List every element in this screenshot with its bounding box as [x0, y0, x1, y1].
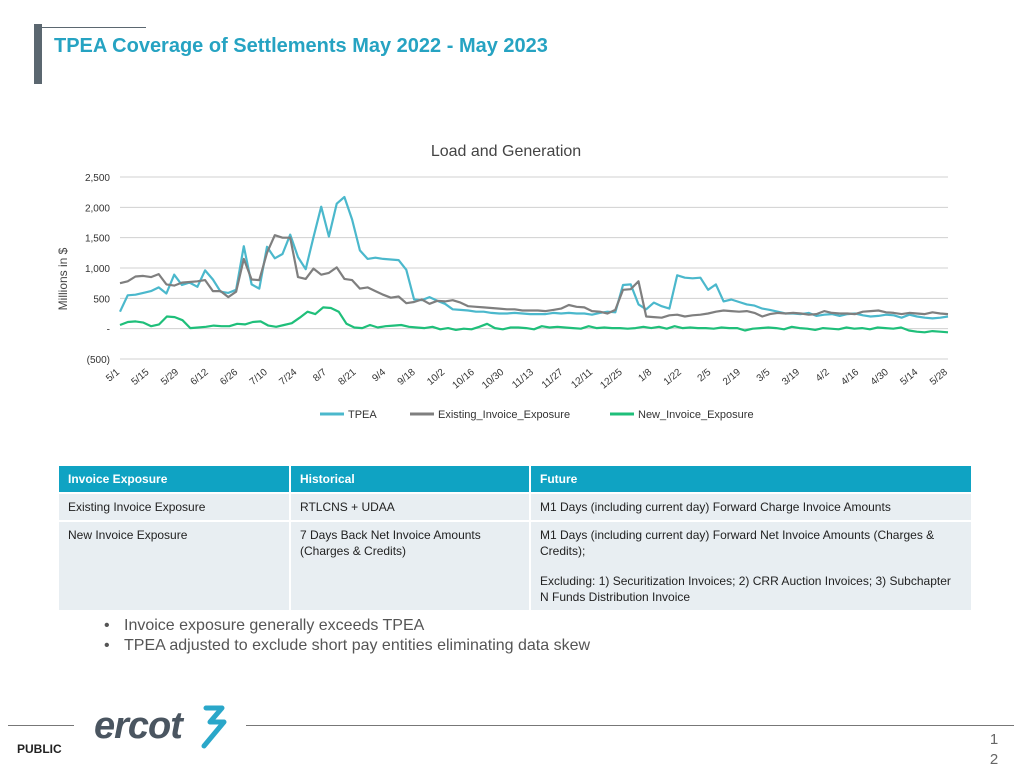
chart-title: Load and Generation: [431, 143, 581, 160]
y-tick-label: 2,000: [85, 203, 110, 214]
y-tick-label: (500): [87, 355, 110, 366]
footer-divider-left: [8, 725, 74, 726]
footer-divider-right: [246, 725, 1014, 726]
cell-future: M1 Days (including current day) Forward …: [530, 492, 971, 521]
slide-title: TPEA Coverage of Settlements May 2022 - …: [54, 35, 548, 57]
y-tick-label: 1,000: [85, 264, 110, 275]
x-tick-label: 12/11: [569, 367, 595, 391]
x-tick-label: 5/28: [928, 367, 950, 388]
x-tick-label: 7/24: [277, 367, 299, 388]
series-line-tpea: [119, 195, 949, 320]
x-tick-label: 1/8: [636, 367, 654, 385]
table-header-row: Invoice Exposure Historical Future: [59, 466, 971, 493]
x-tick-label: 4/16: [839, 367, 861, 388]
table-row: Existing Invoice Exposure RTLCNS + UDAA …: [59, 492, 971, 521]
cell-exposure-type: Existing Invoice Exposure: [59, 492, 291, 521]
x-tick-label: 8/21: [337, 367, 359, 388]
x-tick-label: 10/30: [480, 367, 507, 392]
x-tick-label: 10/2: [425, 367, 447, 388]
y-tick-label: -: [107, 325, 110, 336]
bullet-list: Invoice exposure generally exceeds TPEA …: [104, 616, 590, 656]
x-tick-label: 1/22: [662, 367, 684, 388]
x-tick-label: 3/19: [780, 367, 802, 388]
y-axis-label: Millions in $: [56, 247, 70, 310]
cell-future: M1 Days (including current day) Forward …: [530, 520, 971, 610]
x-tick-label: 9/18: [396, 367, 418, 388]
x-tick-label: 12/25: [598, 367, 625, 392]
x-tick-label: 11/13: [510, 367, 536, 391]
legend-label: New_Invoice_Exposure: [638, 409, 754, 421]
cell-future-text: M1 Days (including current day) Forward …: [540, 528, 935, 558]
legend-label: TPEA: [348, 409, 377, 421]
y-tick-label: 500: [93, 294, 110, 305]
x-tick-label: 8/7: [311, 367, 329, 385]
series-line-new_invoice_exposure: [119, 306, 949, 334]
x-tick-label: 11/27: [540, 367, 566, 391]
y-tick-label: 1,500: [85, 234, 110, 245]
series-line-existing_invoice_exposure: [119, 234, 949, 319]
bullet-item: Invoice exposure generally exceeds TPEA: [104, 616, 590, 636]
page-number-digit: 2: [989, 751, 999, 768]
x-tick-label: 6/26: [218, 367, 240, 388]
cell-future-exclusions: Excluding: 1) Securitization Invoices; 2…: [540, 574, 951, 604]
page-number-digit: 1: [989, 731, 999, 748]
ercot-lightning-mark-icon: [201, 705, 227, 749]
x-tick-label: 5/29: [159, 367, 181, 388]
x-tick-label: 7/10: [248, 367, 270, 388]
cell-historical: RTLCNS + UDAA: [290, 492, 531, 521]
page-number: 1 2: [988, 730, 1000, 770]
cell-historical: 7 Days Back Net Invoice Amounts (Charges…: [290, 520, 531, 610]
ercot-logo-wordmark: ercot: [94, 705, 184, 747]
x-tick-label: 5/15: [130, 367, 152, 388]
header-future: Future: [530, 466, 971, 493]
x-tick-label: 5/14: [898, 367, 920, 388]
x-tick-label: 9/4: [370, 367, 388, 385]
header-invoice-exposure: Invoice Exposure: [59, 466, 291, 493]
bullet-item: TPEA adjusted to exclude short pay entit…: [104, 636, 590, 656]
title-accent-bar: [34, 24, 42, 84]
cell-exposure-type: New Invoice Exposure: [59, 520, 291, 610]
ercot-logo: ercot: [94, 705, 227, 749]
invoice-exposure-table: Invoice Exposure Historical Future Exist…: [59, 466, 971, 610]
x-tick-label: 6/12: [189, 367, 211, 388]
x-tick-label: 5/1: [104, 367, 122, 385]
line-chart: Load and Generation Millions in $ (500) -…: [56, 143, 950, 421]
x-tick-label: 3/5: [755, 367, 773, 385]
x-tick-label: 4/30: [869, 367, 891, 388]
table-row: New Invoice Exposure 7 Days Back Net Inv…: [59, 520, 971, 610]
x-tick-label: 2/5: [696, 367, 714, 385]
x-tick-label: 2/19: [721, 367, 743, 388]
legend-label: Existing_Invoice_Exposure: [438, 409, 570, 421]
x-tick-label: 4/2: [814, 367, 832, 385]
title-accent-line: [42, 27, 146, 28]
y-tick-label: 2,500: [85, 173, 110, 184]
x-tick-label: 10/16: [451, 367, 478, 392]
footer-public-label: PUBLIC: [17, 742, 62, 756]
cell-future-text: M1 Days (including current day) Forward …: [540, 500, 891, 514]
header-historical: Historical: [290, 466, 531, 493]
